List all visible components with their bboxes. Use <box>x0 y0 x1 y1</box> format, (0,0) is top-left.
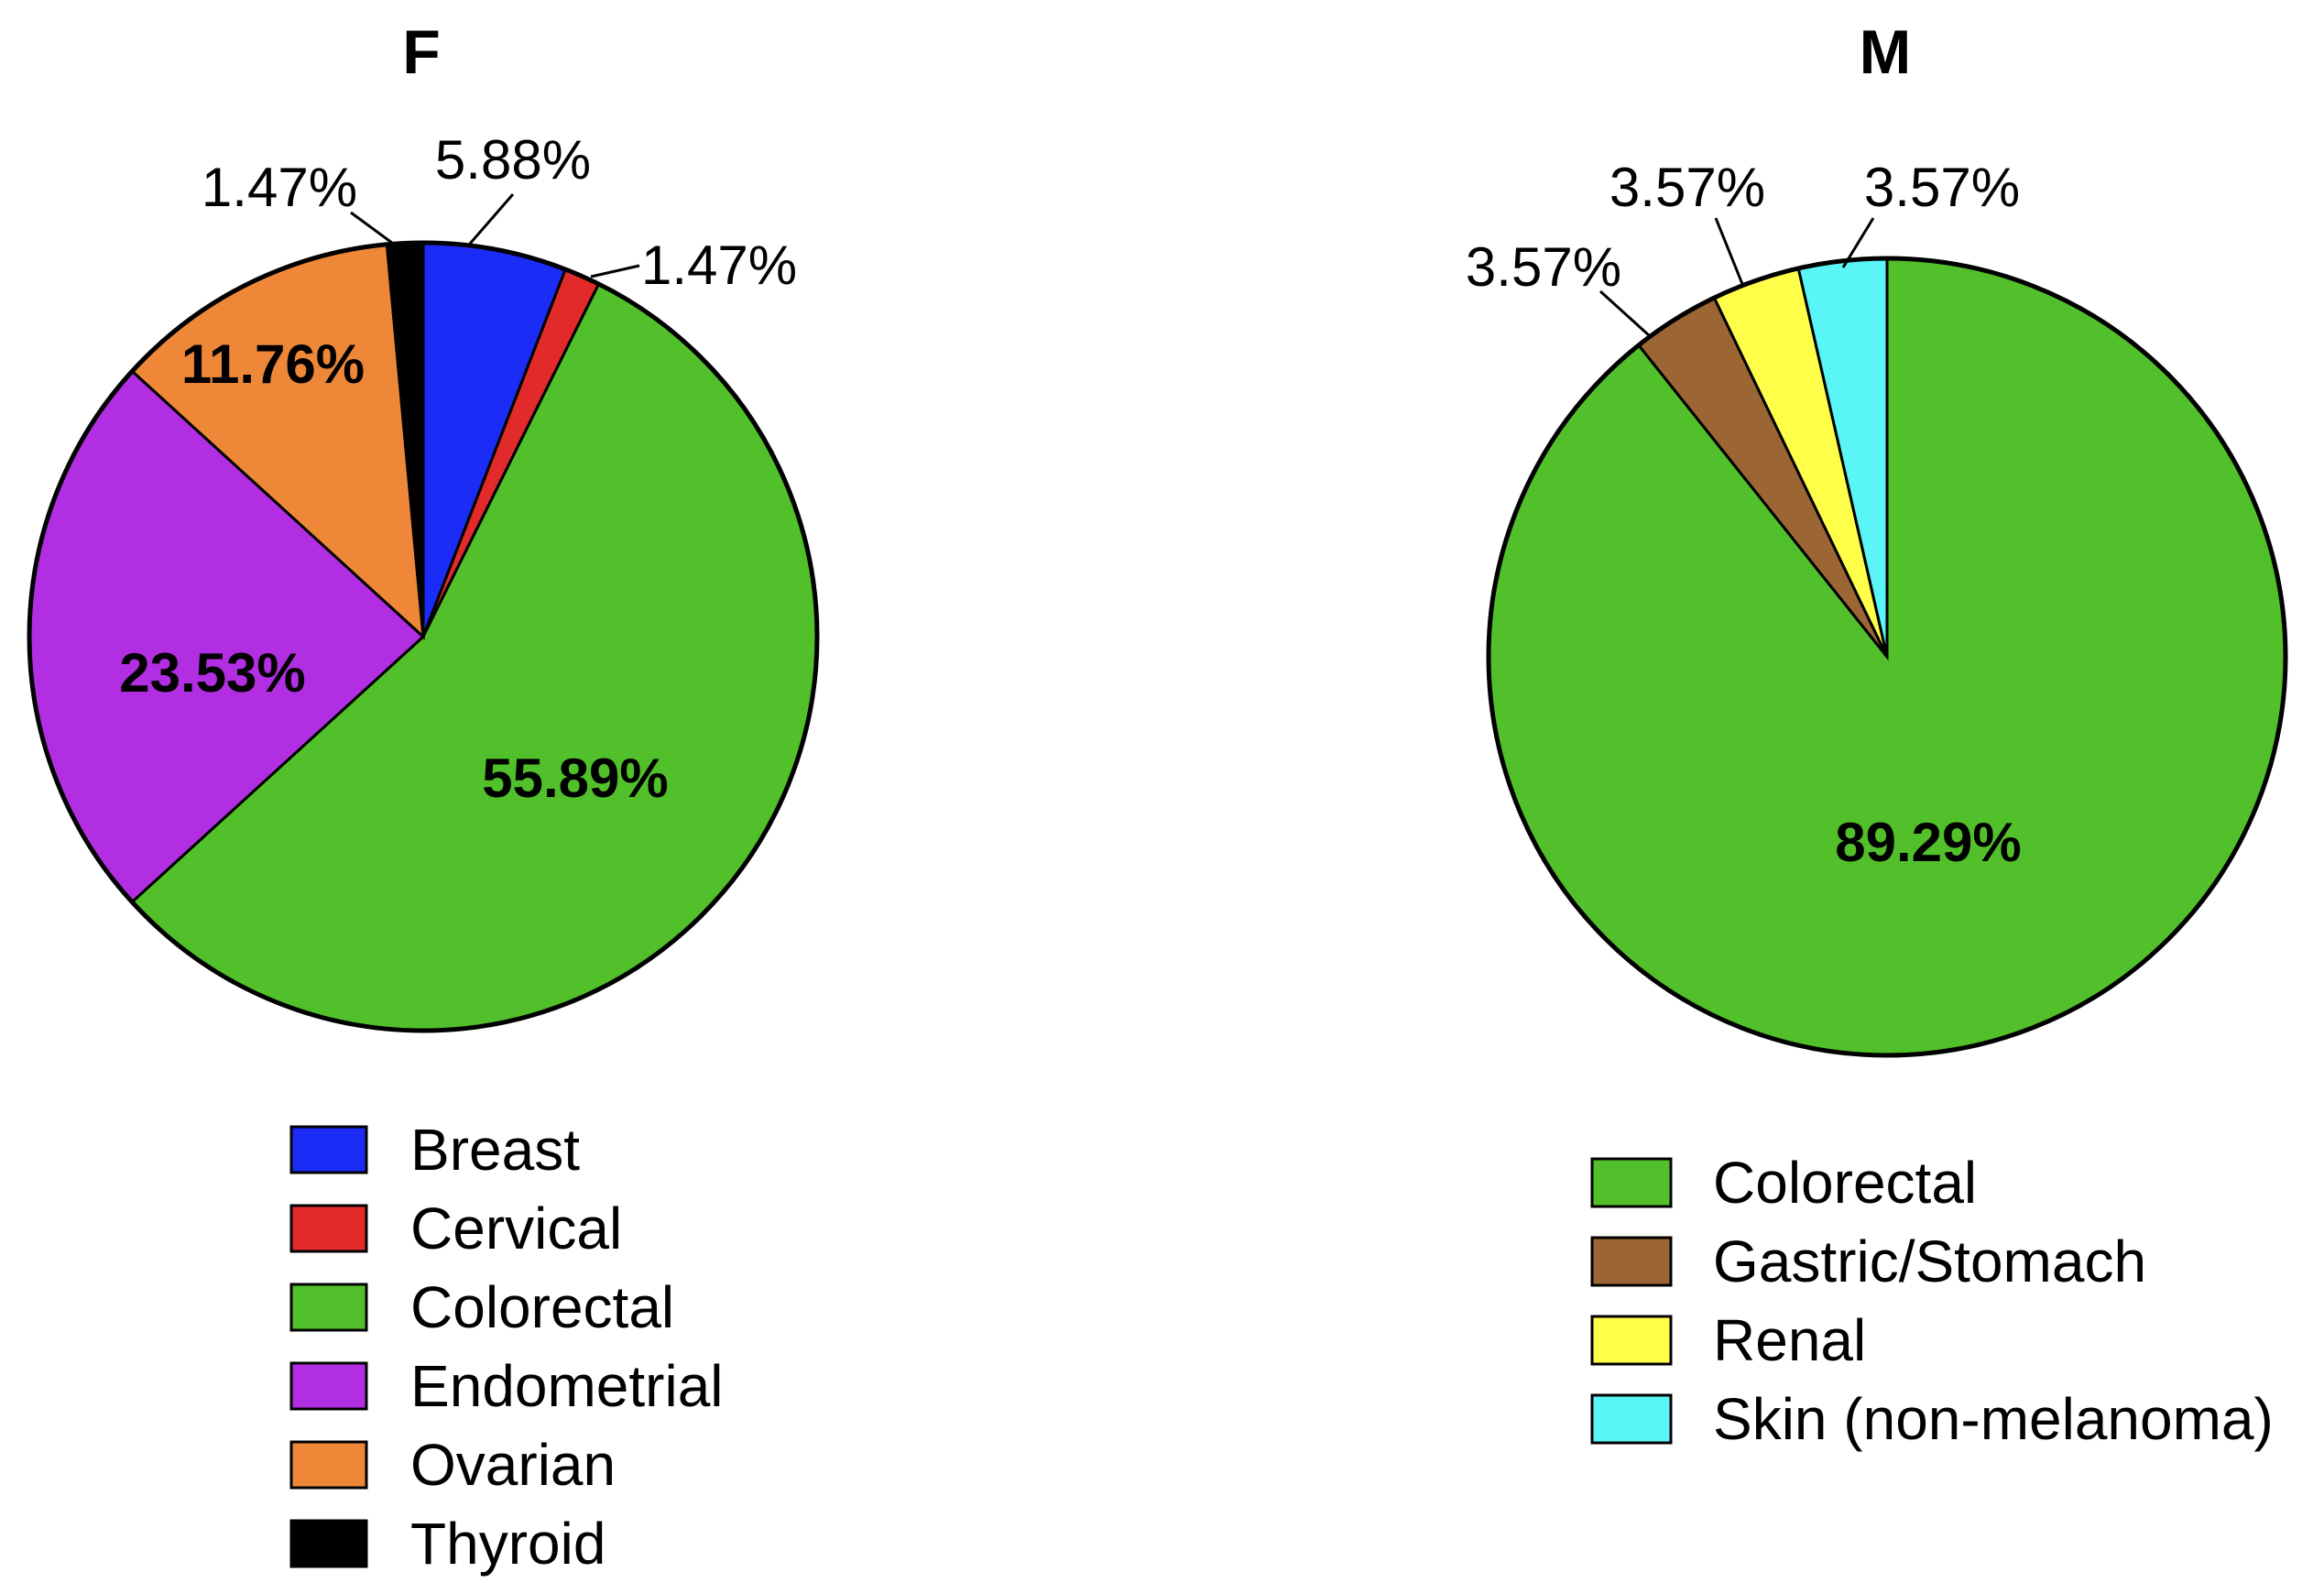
legend-swatch-cervical <box>289 1204 368 1253</box>
legend-item-colorectal: Colorectal <box>289 1274 674 1340</box>
data-label-endometrial: 23.53% <box>119 642 306 704</box>
legend-item-colorectal: Colorectal <box>1590 1150 1977 1216</box>
legend-item-skin-non-melanoma: Skin (non-melanoma) <box>1590 1386 2274 1452</box>
leader-line-cervical <box>590 264 640 278</box>
slices-male <box>1486 256 2288 1058</box>
legend-item-endometrial: Endometrial <box>289 1353 724 1419</box>
chart-title-male: M <box>1860 17 1912 87</box>
slices-female <box>27 240 820 1033</box>
legend-label-breast: Breast <box>410 1117 580 1183</box>
chart-title-female: F <box>402 17 441 87</box>
data-label-thyroid: 1.47% <box>202 157 357 218</box>
legend-label-endometrial: Endometrial <box>410 1353 724 1419</box>
legend-label-skin-non-melanoma: Skin (non-melanoma) <box>1713 1386 2274 1452</box>
data-label-renal: 3.57% <box>1609 157 1765 218</box>
data-label-cervical: 1.47% <box>641 235 797 296</box>
data-label-colorectal: 55.89% <box>482 748 669 809</box>
legend-swatch-colorectal <box>289 1283 368 1332</box>
data-label-skin-non-melanoma: 3.57% <box>1864 157 2020 218</box>
legend-swatch-breast <box>289 1125 368 1174</box>
data-label-gastric-stomach: 3.57% <box>1466 236 1621 298</box>
leader-line-thyroid <box>350 211 397 247</box>
legend-label-colorectal: Colorectal <box>1713 1150 1977 1216</box>
legend-label-colorectal: Colorectal <box>410 1274 674 1340</box>
legend-swatch-gastric-stomach <box>1590 1236 1673 1287</box>
legend-item-thyroid: Thyroid <box>289 1511 606 1577</box>
data-label-ovarian: 11.76% <box>181 333 365 395</box>
legend-label-ovarian: Ovarian <box>410 1432 616 1498</box>
legend-item-ovarian: Ovarian <box>289 1432 616 1498</box>
legend-swatch-thyroid <box>289 1519 368 1568</box>
legend-item-gastric-stomach: Gastric/Stomach <box>1590 1228 2146 1294</box>
legend-item-renal: Renal <box>1590 1307 1866 1373</box>
pie-outline <box>27 240 820 1033</box>
legend-swatch-colorectal <box>1590 1157 1673 1208</box>
legend-male: Colorectal Gastric/Stomach Renal Skin (non-… <box>1590 1150 2274 1452</box>
legend-label-renal: Renal <box>1713 1307 1866 1373</box>
legend-item-cervical: Cervical <box>289 1196 622 1261</box>
labels-male: 89.29% 3.57% 3.57% 3.57% <box>1466 157 2022 873</box>
leader-line-gastric-stomach <box>1598 289 1651 337</box>
data-label-colorectal: 89.29% <box>1835 812 2022 873</box>
legend-label-thyroid: Thyroid <box>410 1511 606 1577</box>
pie-chart-female: F 5.88% 1.47% 55.89% 23.53% 11.76% 1.47% Brea… <box>27 17 820 1577</box>
legend-swatch-skin-non-melanoma <box>1590 1393 1673 1445</box>
legend-swatch-endometrial <box>289 1361 368 1411</box>
legend-swatch-ovarian <box>289 1440 368 1490</box>
pie-outline <box>1486 256 2288 1058</box>
leader-line-breast <box>468 193 515 245</box>
pie-chart-male: M 89.29% 3.57% 3.57% 3.57% Colorectal Gastri… <box>1466 17 2288 1452</box>
legend-swatch-renal <box>1590 1315 1673 1366</box>
legend-item-breast: Breast <box>289 1117 580 1183</box>
legend-label-cervical: Cervical <box>410 1196 622 1261</box>
legend-female: Breast Cervical Colorectal Endometrial Ovari… <box>289 1117 724 1577</box>
legend-label-gastric-stomach: Gastric/Stomach <box>1713 1228 2146 1294</box>
data-label-breast: 5.88% <box>435 129 591 191</box>
leader-line-skin-non-melanoma <box>1841 217 1875 268</box>
labels-female: 5.88% 1.47% 55.89% 23.53% 11.76% 1.47% <box>119 129 797 809</box>
leader-line-renal <box>1714 217 1744 285</box>
